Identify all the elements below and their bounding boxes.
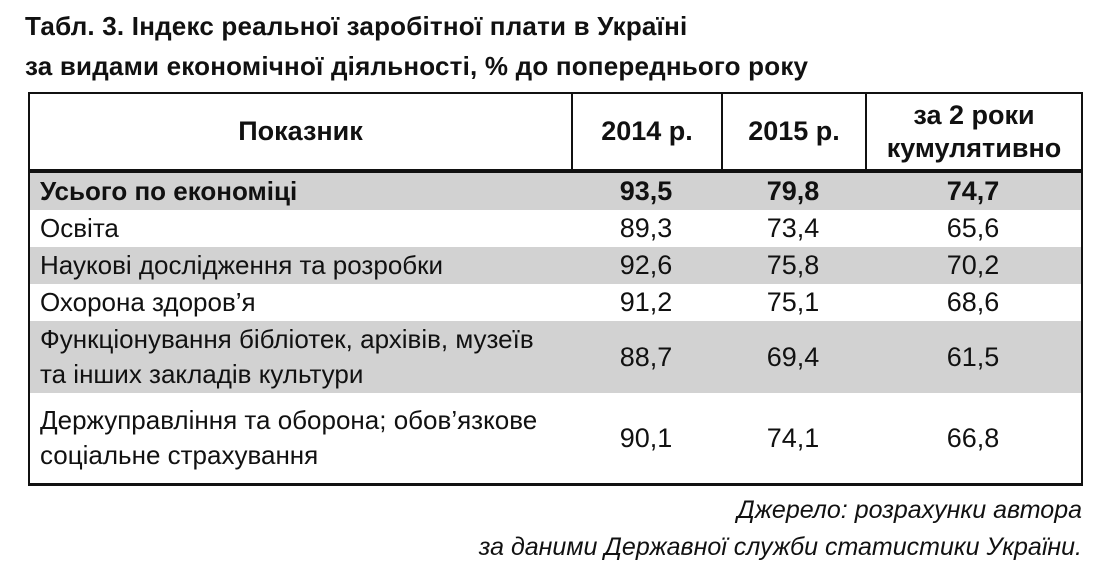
data-table: Показник 2014 р. 2015 р. за 2 роки кумул… xyxy=(28,92,1083,486)
value-2015: 73,4 xyxy=(766,213,820,243)
value-2015: 74,1 xyxy=(766,422,820,453)
value-cumulative: 68,6 xyxy=(946,287,1000,317)
value-cumulative: 70,2 xyxy=(946,250,1000,280)
table-row: Освіта 89,3 73,4 65,6 xyxy=(30,210,1081,247)
table-row: Держуправління та оборона; обов’язкове с… xyxy=(30,393,1081,483)
table-title: Табл. 3. Індекс реальної заробітної плат… xyxy=(25,6,1095,86)
table-row: Усього по економіці 93,5 79,8 74,7 xyxy=(30,173,1081,210)
row-label: Держуправління та оборона; обов’язкове с… xyxy=(40,405,538,470)
source-note: Джерело: розрахунки автора за даними Дер… xyxy=(0,492,1082,566)
table-body: Усього по економіці 93,5 79,8 74,7 Освіта 89,… xyxy=(30,173,1081,483)
header-cumulative-line-1: за 2 роки xyxy=(913,99,1035,130)
value-2015: 75,1 xyxy=(766,287,820,317)
header-cumulative-line-2: кумулятивно xyxy=(886,132,1062,163)
value-2014: 92,6 xyxy=(619,250,673,280)
row-label: Освіта xyxy=(40,213,119,243)
value-cumulative: 66,8 xyxy=(946,422,1000,453)
value-2015: 75,8 xyxy=(766,250,820,280)
header-2014: 2014 р. xyxy=(571,94,721,169)
value-2015: 69,4 xyxy=(766,341,820,372)
value-2014: 90,1 xyxy=(619,422,673,453)
table-title-line-2: за видами економічної діяльності, % до п… xyxy=(25,51,809,81)
row-label: Охорона здоров’я xyxy=(40,287,256,317)
table-row: Функціонування бібліотек, архівів, музеї… xyxy=(30,321,1081,393)
value-2015: 79,8 xyxy=(766,176,820,206)
table-row: Охорона здоров’я 91,2 75,1 68,6 xyxy=(30,284,1081,321)
value-cumulative: 65,6 xyxy=(946,213,1000,243)
value-2014: 89,3 xyxy=(619,213,673,243)
table-header-row: Показник 2014 р. 2015 р. за 2 роки кумул… xyxy=(30,94,1081,173)
value-2014: 91,2 xyxy=(619,287,673,317)
value-cumulative: 61,5 xyxy=(946,341,1000,372)
row-label: Усього по економіці xyxy=(40,176,298,206)
value-2014: 88,7 xyxy=(619,341,673,372)
source-note-line-1: Джерело: розрахунки автора xyxy=(737,496,1082,524)
header-2015: 2015 р. xyxy=(721,94,865,169)
value-2014: 93,5 xyxy=(619,176,673,206)
row-label: Наукові дослідження та розробки xyxy=(40,250,444,280)
table-row: Наукові дослідження та розробки 92,6 75,8 7… xyxy=(30,247,1081,284)
header-indicator: Показник xyxy=(238,116,363,146)
value-cumulative: 74,7 xyxy=(946,176,1000,206)
source-note-line-2: за даними Державної служби статистики Ук… xyxy=(478,533,1082,561)
header-cumulative: за 2 роки кумулятивно xyxy=(865,94,1081,169)
row-label: Функціонування бібліотек, архівів, музеї… xyxy=(40,324,534,389)
table-title-line-1: Табл. 3. Індекс реальної заробітної плат… xyxy=(25,11,688,41)
